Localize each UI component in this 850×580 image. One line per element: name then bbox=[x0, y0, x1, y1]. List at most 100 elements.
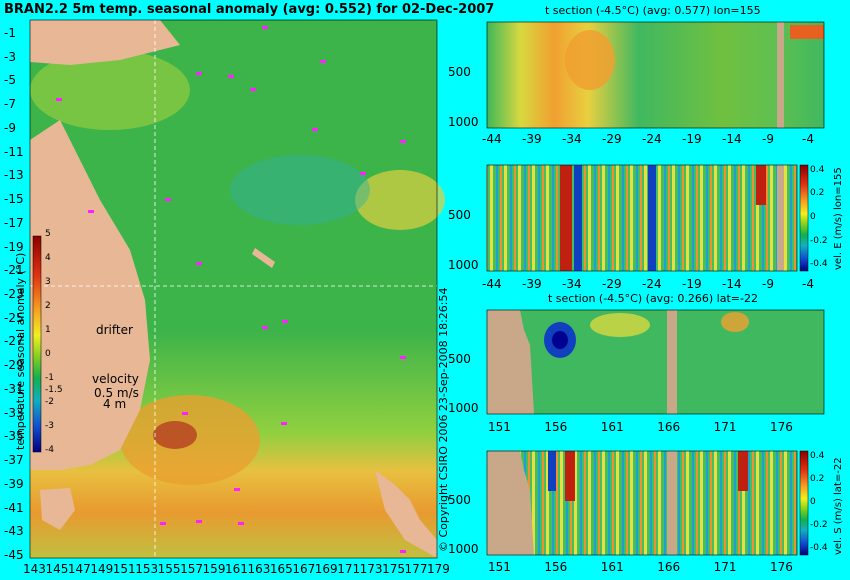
section-lon-tick: 166 bbox=[657, 420, 681, 434]
section-lat-tick: -4 bbox=[802, 132, 814, 146]
colorbar-tick: 3 bbox=[45, 277, 51, 287]
map-lon-tick: 177 bbox=[404, 562, 428, 576]
section-lon-tick: 156 bbox=[544, 560, 568, 574]
map-lat-tick: -5 bbox=[4, 73, 16, 88]
section-lon-tick: 151 bbox=[488, 420, 511, 434]
map-lat-tick: -45 bbox=[4, 548, 24, 562]
map-lat-tick: -15 bbox=[4, 192, 24, 207]
map-lat-tick: -35 bbox=[4, 429, 24, 444]
map-lat-tick: -43 bbox=[4, 524, 24, 539]
map-lon-tick: 175 bbox=[382, 562, 406, 576]
map-lat-tick: -41 bbox=[4, 500, 24, 515]
colorbar-tick: 5 bbox=[45, 229, 51, 239]
colorbar-tick: -1 bbox=[45, 373, 54, 383]
section-vel-e bbox=[486, 164, 809, 272]
colorbar-label: temperature seasonal anomaly (°C) bbox=[14, 252, 27, 450]
velocity-colorbar-tick: -0.4 bbox=[810, 259, 828, 270]
map-lat-tick: -11 bbox=[4, 144, 24, 159]
map-lat-tick: -7 bbox=[4, 97, 16, 112]
section-lon-tick: 161 bbox=[600, 420, 624, 434]
colorbar-tick: -4 bbox=[45, 445, 54, 455]
section-depth-tick: 500 bbox=[448, 351, 471, 366]
section-lat-tick: -14 bbox=[722, 277, 742, 291]
drifter-label: drifter bbox=[96, 323, 133, 337]
t-lat-title: t section (-4.5°C) (avg: 0.266) lat=-22 bbox=[548, 292, 758, 305]
map-lon-tick: 161 bbox=[225, 562, 248, 576]
section-lon-tick: 161 bbox=[600, 560, 624, 574]
map-lat-tick: -39 bbox=[4, 476, 24, 491]
section-vel-s bbox=[486, 450, 809, 556]
section-lat-tick: -19 bbox=[682, 277, 702, 291]
velocity-colorbar-tick: -0.4 bbox=[810, 543, 828, 554]
section-lat-tick: -34 bbox=[562, 132, 582, 146]
velocity-colorbar-tick: -0.2 bbox=[810, 520, 828, 531]
section-lat-tick: -29 bbox=[602, 277, 622, 291]
colorbar-tick: 4 bbox=[45, 253, 51, 263]
section-lon-tick: 171 bbox=[713, 420, 737, 434]
section-lat-tick: -39 bbox=[522, 277, 542, 291]
velocity-colorbar-tick: 0 bbox=[810, 212, 816, 222]
velocity-colorbar-tick: 0.4 bbox=[810, 450, 825, 461]
map-panel bbox=[29, 19, 445, 559]
map-lat-tick: -19 bbox=[4, 239, 24, 254]
map-lat-tick: -1 bbox=[4, 26, 16, 40]
map-land-new-zealand bbox=[375, 470, 437, 558]
t-lon-title: t section (-4.5°C) (avg: 0.577) lon=155 bbox=[545, 4, 761, 17]
map-lat-tick: -17 bbox=[4, 215, 24, 230]
map-lon-tick: 155 bbox=[157, 562, 181, 576]
section-depth-tick: 500 bbox=[448, 64, 471, 79]
map-title: BRAN2.2 5m temp. seasonal anomaly (avg: … bbox=[4, 2, 495, 17]
section-lat-tick: -44 bbox=[482, 277, 502, 291]
section-lat-tick: -9 bbox=[762, 277, 774, 291]
map-lat-tick: -27 bbox=[4, 334, 24, 349]
section-lon-tick: 156 bbox=[544, 420, 568, 434]
section-depth-tick: 1000 bbox=[448, 115, 479, 130]
map-warm-east bbox=[355, 170, 445, 230]
section-lat-tick: -34 bbox=[562, 277, 582, 291]
map-lon-tick: 143 bbox=[23, 562, 46, 576]
velocity-colorbar-tick: 0.4 bbox=[810, 164, 825, 175]
colorbar-tick: -1.5 bbox=[45, 385, 63, 395]
map-lat-tick: -33 bbox=[4, 405, 24, 420]
map-lon-tick: 179 bbox=[427, 562, 450, 576]
velocity-colorbar-tick: -0.2 bbox=[810, 235, 828, 246]
map-lon-tick: 157 bbox=[180, 562, 204, 576]
vel-s-label: vel. S (m/s) lat=-22 bbox=[833, 457, 844, 555]
section-lat-tick: -39 bbox=[522, 132, 542, 146]
section-depth-tick: 1000 bbox=[448, 258, 479, 273]
map-lat-tick: -37 bbox=[4, 453, 24, 468]
copyright-text: © Copyright CSIRO 2006 23-Sep-2008 18:26… bbox=[437, 287, 450, 553]
section-t-lon bbox=[486, 21, 825, 129]
map-lon-tick: 167 bbox=[292, 562, 316, 576]
velocity-colorbar-tick: 0 bbox=[810, 497, 816, 507]
section-lon-tick: 176 bbox=[770, 420, 793, 434]
map-land-tasmania bbox=[40, 488, 75, 530]
map-drifters bbox=[56, 26, 406, 553]
map-lon-tick: 169 bbox=[314, 562, 338, 576]
section-lat-tick: -29 bbox=[602, 132, 622, 146]
section-lat-tick: -14 bbox=[722, 132, 742, 146]
colorbar-tick: -2 bbox=[45, 397, 54, 407]
map-lon-tick: 165 bbox=[269, 562, 293, 576]
map-warm-north bbox=[30, 50, 190, 130]
map-land-new-caledonia bbox=[252, 248, 275, 268]
map-cool-patch bbox=[230, 155, 370, 225]
section-lon-tick: 171 bbox=[713, 560, 737, 574]
section-lat-tick: -44 bbox=[482, 132, 502, 146]
colorbar-tick: 2 bbox=[45, 301, 51, 311]
velocity-value: 0.5 m/s bbox=[94, 386, 139, 400]
section-lat-tick: -19 bbox=[682, 132, 702, 146]
map-lon-tick: 173 bbox=[359, 562, 383, 576]
section-depth-tick: 1000 bbox=[448, 542, 479, 557]
section-lon-tick: 151 bbox=[488, 560, 511, 574]
map-lon-tick: 149 bbox=[90, 562, 114, 576]
map-colorbar bbox=[32, 235, 42, 453]
section-depth-tick: 500 bbox=[448, 492, 471, 507]
section-t-lat bbox=[486, 309, 825, 415]
map-land-australia bbox=[30, 120, 150, 470]
velocity-depth: 4 m bbox=[103, 397, 127, 411]
velocity-label: velocity bbox=[92, 372, 139, 386]
section-depth-tick: 500 bbox=[448, 207, 471, 222]
velocity-colorbar-tick: 0.2 bbox=[810, 473, 825, 484]
